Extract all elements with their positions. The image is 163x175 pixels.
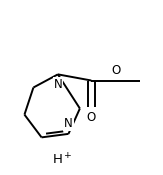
Text: N: N — [53, 78, 62, 91]
Text: H$^+$: H$^+$ — [52, 152, 72, 168]
Text: N: N — [64, 117, 73, 130]
Text: O: O — [111, 64, 120, 77]
Text: O: O — [87, 111, 96, 124]
